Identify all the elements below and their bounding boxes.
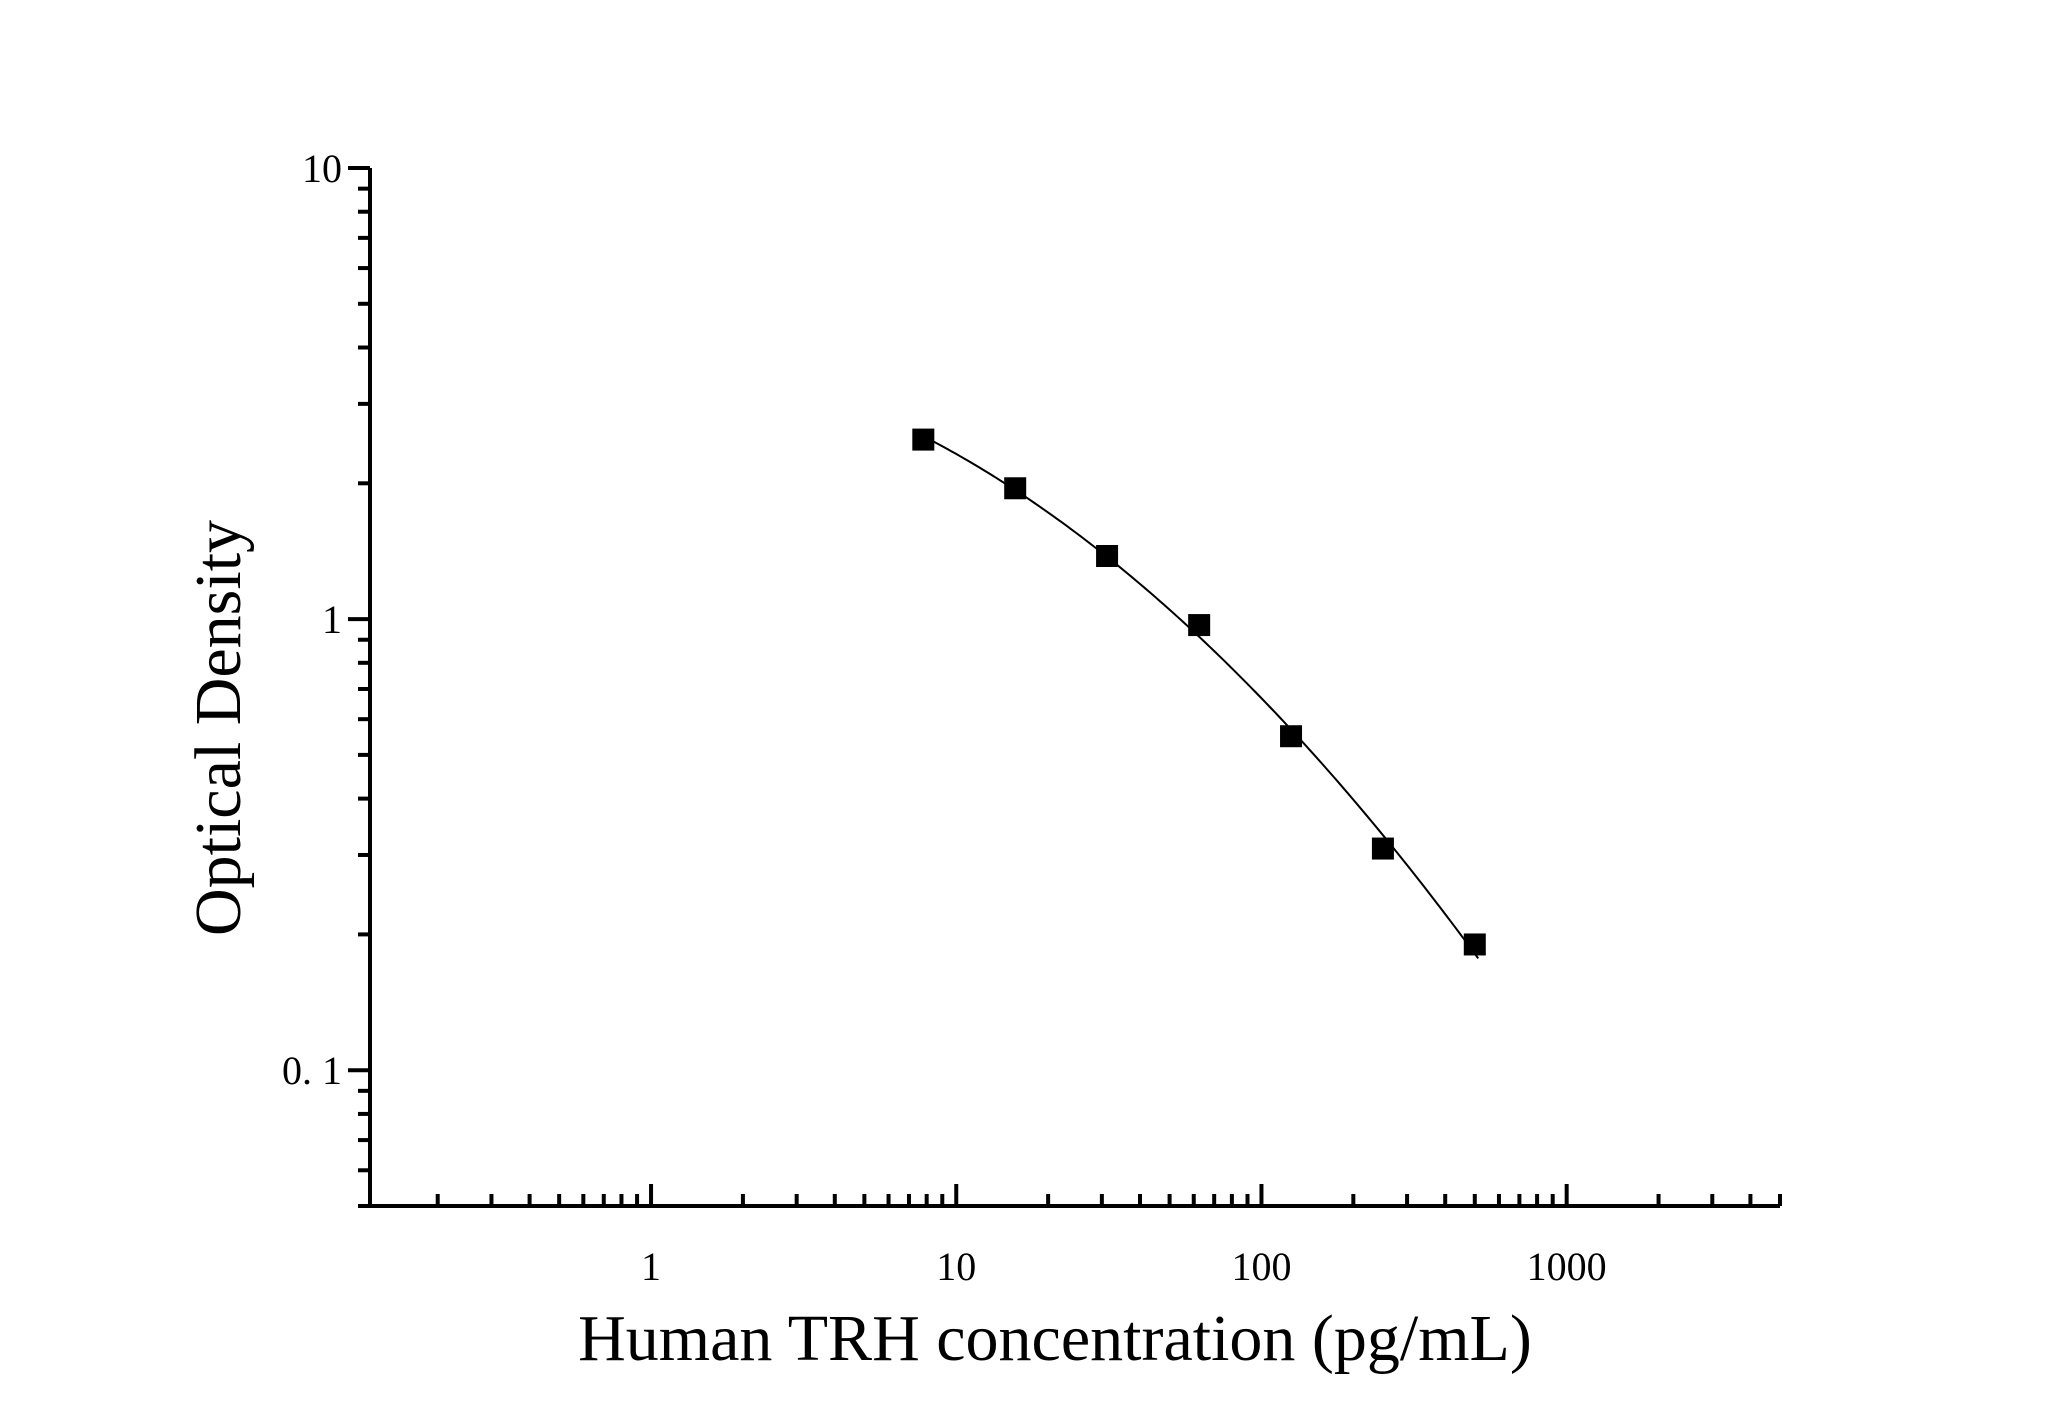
y-tick-label: 1: [322, 597, 342, 642]
data-point: [1280, 725, 1303, 748]
fit-curve: [922, 435, 1480, 959]
x-tick-label: 10: [936, 1244, 976, 1289]
data-point: [1004, 477, 1027, 500]
data-point: [1463, 933, 1486, 956]
y-tick-label: 10: [302, 146, 342, 191]
x-tick-label: 1000: [1527, 1244, 1607, 1289]
fit-curve-group: [922, 435, 1480, 959]
data-points: [912, 428, 1486, 956]
data-point: [1188, 614, 1211, 637]
x-tick-label: 1: [641, 1244, 661, 1289]
data-point: [1371, 837, 1394, 860]
x-tick-label: 100: [1231, 1244, 1291, 1289]
y-axis-title: Optical Density: [182, 520, 255, 936]
data-point: [912, 428, 935, 451]
tick-labels: 1 10 100 1000 10 1 0. 1: [282, 146, 1607, 1289]
axes: [348, 166, 1782, 1208]
x-axis-title: Human TRH concentration (pg/mL): [578, 1302, 1532, 1375]
y-tick-label: 0. 1: [282, 1048, 342, 1093]
data-point: [1096, 545, 1119, 568]
